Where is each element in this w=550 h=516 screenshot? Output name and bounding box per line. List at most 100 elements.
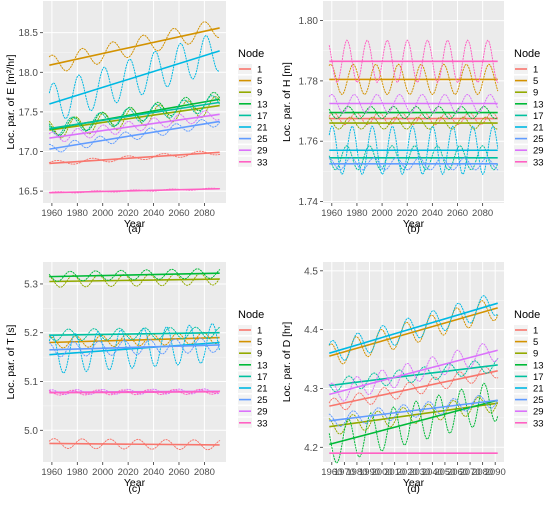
series-trend-29 bbox=[329, 349, 498, 396]
legend-entry: 9 bbox=[257, 88, 262, 99]
series-trend-5 bbox=[49, 27, 220, 66]
series-trend-33 bbox=[49, 390, 220, 394]
x-tick-label: 2060 bbox=[447, 467, 468, 478]
y-axis-title: Loc. par. of E [m²/hr] bbox=[5, 54, 17, 149]
series-dotted-9 bbox=[48, 272, 221, 288]
y-axis-title: Loc. par. of H [m] bbox=[281, 62, 293, 142]
x-axis-title: Year bbox=[124, 218, 146, 230]
legend-entry: 21 bbox=[257, 384, 268, 395]
x-tick-label: 2080 bbox=[194, 208, 215, 219]
series-trend-13 bbox=[49, 272, 220, 278]
legend-entry: 29 bbox=[533, 407, 544, 418]
series-dotted-21 bbox=[328, 295, 499, 361]
x-tick-label: 2020 bbox=[397, 208, 418, 219]
y-tick-label: 17.5 bbox=[19, 107, 39, 118]
chart-panel: 5.0 5.1 5.2 5.3 1960 1980 2000 2020 2040 2060 2080… bbox=[5, 262, 268, 495]
series-trend-9 bbox=[49, 278, 220, 283]
y-tick-label: 4.3 bbox=[304, 384, 318, 395]
x-tick-label: 2080 bbox=[194, 467, 215, 478]
legend-entry: 29 bbox=[257, 146, 268, 157]
x-tick-label: 2080 bbox=[472, 208, 493, 219]
legend-title: Node bbox=[238, 309, 264, 321]
series-dotted-17 bbox=[328, 358, 499, 393]
x-tick-label: 2020 bbox=[397, 467, 418, 478]
y-tick-label: 5.1 bbox=[24, 377, 38, 388]
series-trend-21 bbox=[49, 50, 220, 105]
x-tick-label: 2070 bbox=[459, 467, 480, 478]
legend-entry: 9 bbox=[533, 349, 538, 360]
legend-title: Node bbox=[514, 309, 540, 321]
legend-entry: 13 bbox=[533, 99, 544, 110]
series-trend-25 bbox=[49, 344, 220, 351]
x-tick-label: 2040 bbox=[422, 467, 443, 478]
plot-panel bbox=[43, 262, 226, 462]
x-tick-label: 2000 bbox=[372, 467, 393, 478]
series-dotted-9 bbox=[328, 116, 499, 130]
series-trend-5 bbox=[49, 336, 220, 344]
legend-entry: 25 bbox=[257, 134, 268, 145]
x-tick-label: 1960 bbox=[41, 208, 62, 219]
legend-entry: 21 bbox=[257, 123, 268, 134]
series-trend-17 bbox=[49, 331, 220, 336]
series-trend-21 bbox=[329, 302, 498, 354]
series-dotted-17 bbox=[328, 145, 499, 171]
series-dotted-29 bbox=[328, 93, 499, 114]
legend-entry: 1 bbox=[533, 65, 538, 76]
x-tick-label: 2020 bbox=[118, 208, 139, 219]
legend-entry: 17 bbox=[257, 111, 268, 122]
legend-entry: 33 bbox=[533, 157, 544, 168]
chart-panel: 4.2 4.3 4.4 4.5 1960197019801990200020102020… bbox=[281, 262, 544, 495]
y-tick-label: 5.0 bbox=[24, 426, 38, 437]
legend-entry: 21 bbox=[533, 384, 544, 395]
x-tick-label: 2000 bbox=[92, 208, 113, 219]
series-dotted-1 bbox=[328, 365, 499, 411]
series-trend-1 bbox=[49, 442, 220, 446]
series-dotted-21 bbox=[48, 322, 221, 374]
legend-entry: 1 bbox=[257, 65, 262, 76]
series-dotted-5 bbox=[328, 63, 499, 96]
series-trend-17 bbox=[49, 101, 220, 130]
panel-label: (b) bbox=[407, 223, 420, 235]
x-tick-label: 2000 bbox=[372, 208, 393, 219]
series-dotted-5 bbox=[48, 21, 221, 72]
x-tick-label: 1980 bbox=[346, 208, 367, 219]
series-trend-9 bbox=[49, 104, 220, 131]
x-tick-label: 2050 bbox=[434, 467, 455, 478]
series-trend-33 bbox=[49, 187, 220, 194]
y-tick-label: 4.5 bbox=[304, 266, 318, 277]
plot-panel bbox=[323, 1, 504, 203]
x-tick-label: 2060 bbox=[447, 208, 468, 219]
legend-entry: 33 bbox=[257, 418, 268, 429]
legend-entry: 21 bbox=[533, 123, 544, 134]
y-tick-label: 5.2 bbox=[24, 328, 38, 339]
x-tick-label: 2060 bbox=[168, 467, 189, 478]
y-tick-label: 18.5 bbox=[19, 28, 39, 39]
x-tick-label: 2090 bbox=[485, 467, 506, 478]
legend-entry: 17 bbox=[533, 111, 544, 122]
legend-entry: 33 bbox=[533, 418, 544, 429]
x-tick-label: 1980 bbox=[67, 467, 88, 478]
legend-entry: 5 bbox=[257, 76, 262, 87]
panel-label: (c) bbox=[128, 483, 140, 495]
y-tick-label: 18.0 bbox=[19, 68, 39, 79]
x-axis-title: Year bbox=[403, 218, 425, 230]
legend-entry: 9 bbox=[257, 349, 262, 360]
series-dotted-13 bbox=[48, 91, 221, 137]
series-dotted-17 bbox=[48, 95, 221, 136]
y-axis-title: Loc. par. of T [s] bbox=[5, 324, 17, 399]
panel-label: (a) bbox=[128, 223, 141, 235]
legend-entry: 13 bbox=[533, 360, 544, 371]
y-axis-title: Loc. par. of D [hr] bbox=[281, 322, 293, 403]
x-axis-title: Year bbox=[403, 477, 425, 489]
series-dotted-25 bbox=[48, 119, 221, 153]
y-tick-label: 1.78 bbox=[299, 76, 319, 87]
series-trend-25 bbox=[49, 120, 220, 150]
y-tick-label: 4.4 bbox=[304, 325, 318, 336]
series-dotted-13 bbox=[328, 105, 499, 120]
legend-entry: 25 bbox=[257, 395, 268, 406]
